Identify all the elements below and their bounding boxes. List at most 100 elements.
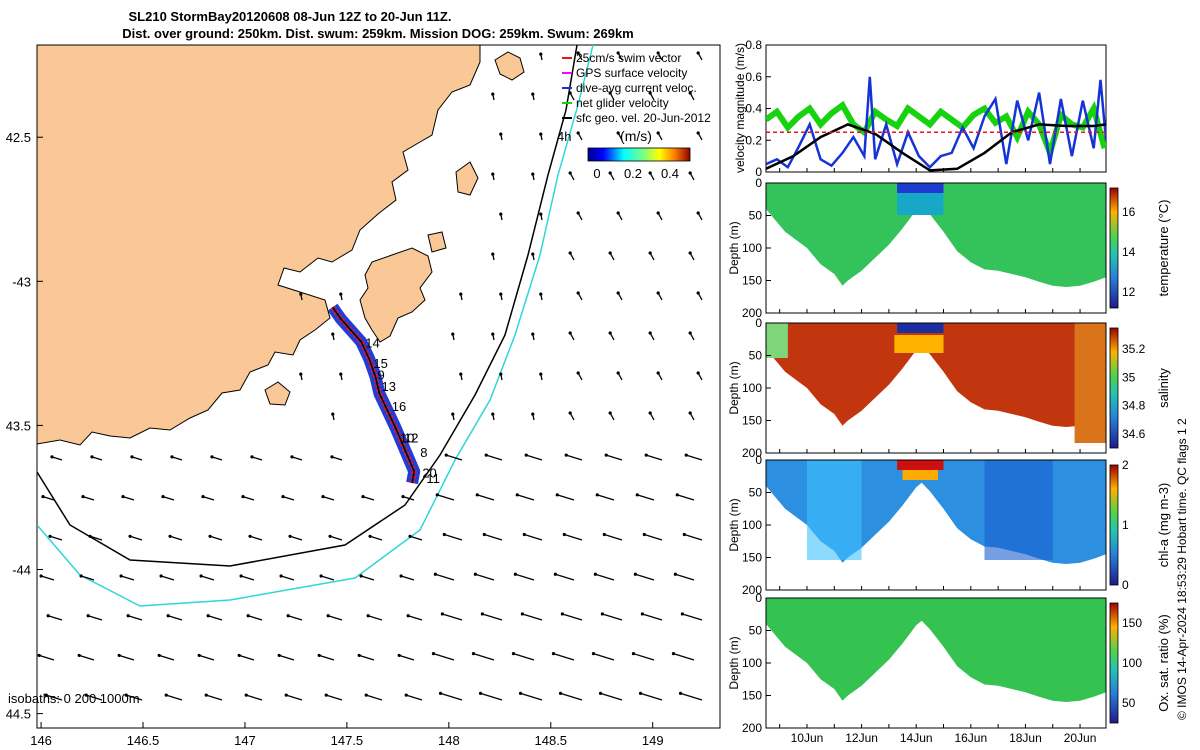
velocity-arrow-head xyxy=(595,493,599,497)
velocity-arrow xyxy=(473,653,495,661)
velocity-arrow xyxy=(633,653,655,661)
velocity-arrow xyxy=(127,615,143,621)
velocity-arrow-head xyxy=(478,691,483,695)
velocity-arrow-head xyxy=(406,614,410,618)
velocity-arrow xyxy=(49,535,63,541)
velocity-arrow-head xyxy=(79,574,83,578)
velocity-arrow-head xyxy=(444,453,448,457)
velocity-arrow xyxy=(160,575,175,581)
speed-colorbar xyxy=(587,147,691,162)
section-surface-patch xyxy=(897,598,944,608)
section-plot-area xyxy=(766,183,1106,287)
colorbar-tick-label: 35.2 xyxy=(1122,342,1146,356)
velocity-arrow xyxy=(562,613,583,621)
velocity-arrow-head xyxy=(562,532,566,537)
velocity-arrow xyxy=(287,615,303,621)
velocity-arrow-head xyxy=(81,495,85,499)
velocity-arrow-head xyxy=(682,532,686,537)
velocity-arrow-head xyxy=(696,371,700,375)
velocity-arrow xyxy=(86,694,103,701)
chla-section: 0 50 100 150 200 Depth (m) 2 1 0 chl-a (mg m-3) xyxy=(727,453,1171,597)
velocity-arrow xyxy=(206,694,223,701)
velocity-arrow-head xyxy=(608,251,612,255)
section-ytick-label: 200 xyxy=(742,583,762,597)
legend-label: dive-avg current veloc. xyxy=(576,81,697,95)
velocity-arrow-head xyxy=(539,372,543,376)
velocity-arrow-head xyxy=(608,171,612,175)
section-surface-patch xyxy=(897,460,944,470)
velocity-arrow xyxy=(82,495,95,501)
velocity-arrow-head xyxy=(208,534,212,538)
velocity-arrow xyxy=(247,615,263,621)
velocity-arrow xyxy=(169,535,183,541)
velocity-arrow-head xyxy=(37,653,41,658)
velocity-arrow xyxy=(480,692,503,701)
velocity-arrow-head xyxy=(119,574,123,578)
colorbar-tick-label: 0 xyxy=(1122,578,1129,592)
section-xtick-label: 14Jun xyxy=(900,731,933,745)
colorbar-label: temperature (°C) xyxy=(1156,200,1171,297)
velocity-arrow-head xyxy=(551,652,556,656)
section-xtick-label: 20Jun xyxy=(1064,731,1097,745)
velocity-arrow xyxy=(553,653,575,661)
velocity-arrow xyxy=(682,613,703,621)
velocity-arrow xyxy=(162,495,175,501)
section-colorbar xyxy=(1109,464,1119,586)
velocity-arrow xyxy=(359,654,375,661)
velocity-arrow-head xyxy=(86,614,90,618)
velocity-arrow-head xyxy=(633,572,637,576)
velocity-arrow-head xyxy=(576,371,580,375)
velocity-arrow-head xyxy=(640,612,645,616)
velocity-arrow xyxy=(566,454,583,461)
velocity-arrow xyxy=(475,573,495,581)
velocity-arrow-head xyxy=(366,614,370,618)
velocity-arrow xyxy=(46,694,63,701)
colorbar-label: Ox. sat. ratio (%) xyxy=(1156,614,1171,712)
colorbar-label: chl-a (mg m-3) xyxy=(1156,483,1171,568)
land-island-1 xyxy=(455,161,479,196)
velocity-arrow-head xyxy=(241,495,245,499)
land-mainland xyxy=(37,45,481,446)
velocity-arrow-head xyxy=(281,495,285,499)
velocity-arrow xyxy=(482,613,503,621)
velocity-arrow-head xyxy=(237,653,241,658)
velocity-arrow-head xyxy=(688,411,692,415)
section-ytick-label: 150 xyxy=(742,689,762,703)
velocity-arrow xyxy=(402,495,415,501)
velocity-arrow xyxy=(91,456,103,461)
velocity-arrow xyxy=(362,495,375,501)
velocity-arrow xyxy=(291,456,303,461)
velocity-arrow xyxy=(211,456,223,461)
velocity-arrow-head xyxy=(328,534,332,538)
velocity-ytick-label: 0.2 xyxy=(745,133,762,147)
velocity-arrow xyxy=(207,615,223,621)
velocity-arrow-head xyxy=(576,211,580,215)
velocity-arrow-head xyxy=(459,292,463,296)
colorbar-tick-label: 12 xyxy=(1122,285,1136,299)
velocity-arrow xyxy=(200,575,215,581)
velocity-arrow-head xyxy=(397,653,401,658)
legend-label: net glider velocity xyxy=(576,96,669,110)
velocity-arrow xyxy=(593,653,615,661)
velocity-arrow-head xyxy=(539,52,543,56)
velocity-arrow-head xyxy=(435,493,439,497)
section-ytick-label: 150 xyxy=(742,274,762,288)
velocity-arrow xyxy=(129,535,143,541)
velocity-arrow xyxy=(440,692,463,701)
velocity-arrow xyxy=(199,654,215,661)
velocity-arrow xyxy=(167,615,183,621)
velocity-arrow xyxy=(400,575,415,581)
velocity-arrow xyxy=(435,573,455,581)
velocity-arrow-head xyxy=(475,493,479,497)
velocity-arrow-head xyxy=(608,331,612,335)
section-ytick-label: 50 xyxy=(749,349,763,363)
velocity-arrow-head xyxy=(608,411,612,415)
velocity-arrow-head xyxy=(555,493,559,497)
velocity-arrow-head xyxy=(250,455,254,459)
velocity-arrow xyxy=(677,494,695,501)
velocity-ytick-label: 0.4 xyxy=(745,102,762,116)
track-day-label: 16 xyxy=(392,399,406,414)
velocity-arrow-head xyxy=(515,493,519,497)
